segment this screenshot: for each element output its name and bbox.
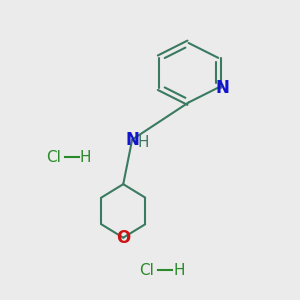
Text: N: N (215, 79, 229, 97)
Text: H: H (138, 135, 149, 150)
Text: H: H (80, 150, 91, 165)
Text: H: H (173, 263, 185, 278)
Text: N: N (125, 130, 139, 148)
Text: Cl: Cl (140, 263, 154, 278)
Text: O: O (116, 229, 130, 247)
Text: Cl: Cl (46, 150, 61, 165)
